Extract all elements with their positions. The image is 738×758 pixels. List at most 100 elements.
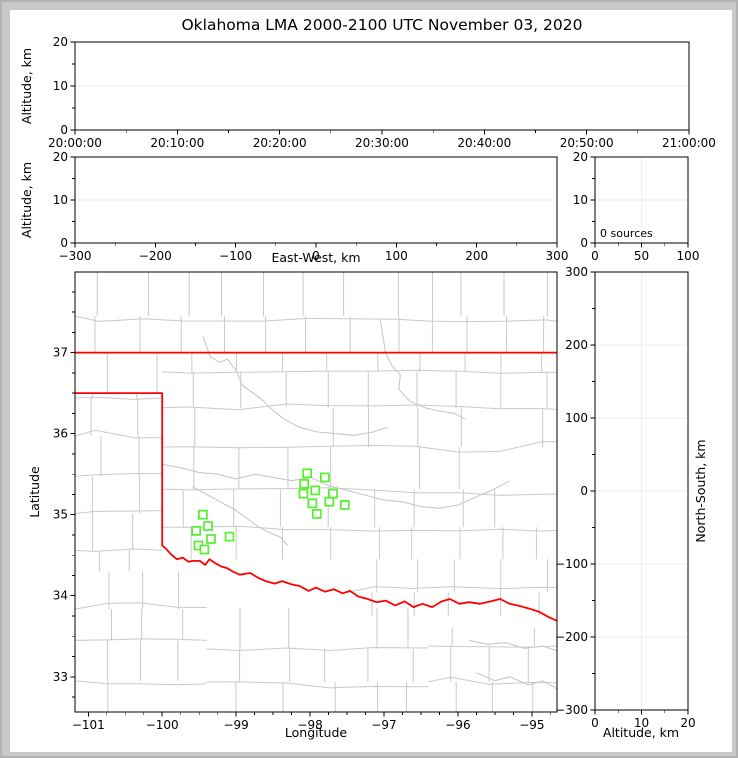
tick-label: −95: [519, 718, 544, 732]
time-panel-ylabel: Altitude, km: [19, 48, 34, 124]
county-line: [75, 396, 163, 400]
tick-label: −200: [139, 249, 172, 263]
lma-station-marker: [302, 468, 312, 479]
ns-panel-xlabel: Altitude, km: [603, 725, 679, 740]
tick-label: −99: [223, 718, 248, 732]
county-line: [75, 638, 207, 641]
tick-label: −101: [72, 718, 105, 732]
lma-station-marker: [311, 509, 322, 519]
tick-label: 20:00:00: [48, 136, 102, 150]
tick-label: −300: [59, 249, 92, 263]
tick-label: −98: [297, 718, 322, 732]
lma-station-marker: [191, 526, 202, 536]
county-line: [75, 510, 163, 514]
tick-label: 100: [385, 249, 408, 263]
tick-label: −100: [146, 718, 179, 732]
tick-label: 300: [565, 265, 588, 279]
county-line: [162, 525, 557, 532]
lma-station-marker: [339, 500, 350, 510]
tick-label: 21:00:00: [662, 136, 716, 150]
lma-station-marker: [203, 521, 213, 531]
tick-label: 20: [53, 150, 68, 164]
tick-label: 20:20:00: [253, 136, 307, 150]
plan_view-panel: −101 −100 −99 −98 −97 −96 −95 33 34 35 36 37: [53, 271, 558, 732]
tick-label: 300: [546, 249, 569, 263]
state-boundary-west-south: [75, 392, 557, 622]
tick-label: 0: [60, 123, 68, 137]
river-line: [379, 320, 466, 420]
county-line: [75, 602, 207, 610]
county-line: [75, 680, 207, 686]
tick-label: 33: [53, 670, 68, 684]
tick-label: 100: [677, 249, 700, 263]
time_height-panel: 20:00:00 20:10:00 20:20:00 20:30:00 20:40:00…: [48, 35, 716, 150]
histogram-panel: 0 50 100 0 10 20: [573, 150, 700, 263]
lma-station-marker: [198, 509, 208, 520]
figure-title: Oklahoma LMA 2000-2100 UTC November 03, …: [181, 16, 582, 34]
tick-label: 20:40:00: [457, 136, 511, 150]
tick-label: 10: [634, 716, 649, 730]
county-line: [162, 487, 557, 496]
tick-label: 35: [53, 508, 68, 522]
sources-annotation: 0 sources: [600, 227, 653, 240]
county-line: [162, 441, 557, 453]
river-line: [476, 672, 557, 690]
tick-label: −97: [371, 718, 396, 732]
county-line: [206, 646, 429, 652]
tick-label: −200: [555, 630, 588, 644]
lma-station-marker: [298, 488, 309, 499]
tick-label: −300: [555, 703, 588, 717]
map-xlabel: Longitude: [285, 725, 347, 740]
tick-label: 0: [591, 249, 599, 263]
county-line: [206, 681, 429, 689]
tick-label: 10: [573, 193, 588, 207]
east_west-panel: −300 −200 −100 0 100 200 300 0 10 20: [53, 150, 569, 263]
river-line: [191, 485, 289, 546]
tick-label: 34: [53, 589, 68, 603]
figure-canvas: [10, 10, 732, 752]
map-ylabel: Latitude: [27, 466, 42, 518]
tick-label: 50: [634, 249, 649, 263]
river-line: [162, 463, 510, 509]
lma-station-marker: [328, 488, 338, 499]
tick-label: −100: [555, 557, 588, 571]
tick-label: 0: [580, 236, 588, 250]
tick-label: 0: [580, 484, 588, 498]
tick-label: 37: [53, 346, 68, 360]
lma-station-marker: [206, 534, 216, 544]
tick-label: 20: [53, 35, 68, 49]
panel-border: [74, 271, 558, 713]
tick-label: −96: [445, 718, 470, 732]
county-line: [75, 429, 163, 439]
tick-label: 10: [53, 79, 68, 93]
tick-label: 100: [565, 411, 588, 425]
river-line: [202, 336, 388, 436]
lma-station-marker: [224, 531, 235, 542]
tick-label: 20: [573, 150, 588, 164]
lma-station-marker: [320, 472, 330, 483]
north_south-panel: 0 10 20 −300 −200 −100 0 100 200 300: [555, 265, 696, 730]
lma-station-marker: [324, 496, 335, 507]
ns-panel-ylabel: North-South, km: [693, 439, 708, 542]
map-layers: [75, 272, 557, 712]
county-line: [162, 403, 557, 411]
lma-station-marker: [310, 485, 321, 496]
ew-panel-ylabel: Altitude, km: [19, 162, 34, 238]
county-line: [75, 315, 557, 323]
tick-label: −100: [219, 249, 252, 263]
ew-panel-xlabel: East-West, km: [271, 250, 360, 265]
tick-label: 200: [565, 338, 588, 352]
tick-label: 0: [591, 716, 599, 730]
lma-station-marker: [199, 544, 210, 555]
tick-label: 36: [53, 427, 68, 441]
tick-label: 20: [680, 716, 695, 730]
tick-label: 0: [312, 249, 320, 263]
tick-label: 20:50:00: [560, 136, 614, 150]
river-line: [468, 639, 557, 652]
county-line: [75, 472, 163, 477]
tick-label: 0: [60, 236, 68, 250]
tick-label: 20:10:00: [150, 136, 204, 150]
